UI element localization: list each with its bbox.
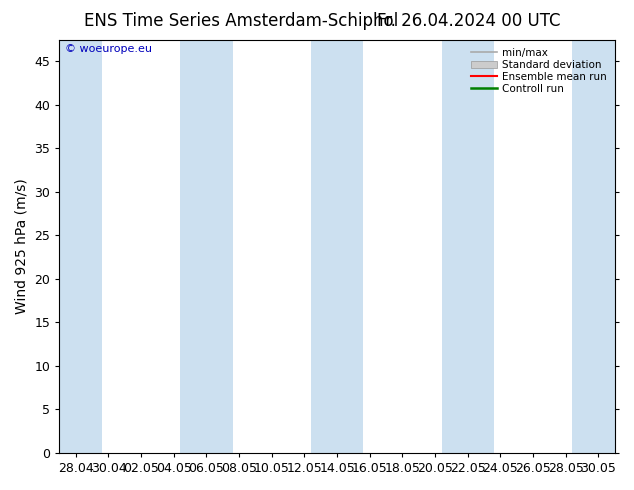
Bar [180, 40, 233, 453]
Bar [311, 40, 363, 453]
Bar [573, 40, 624, 453]
Bar [49, 40, 102, 453]
Text: Fr. 26.04.2024 00 UTC: Fr. 26.04.2024 00 UTC [377, 12, 561, 30]
Bar [442, 40, 494, 453]
Text: ENS Time Series Amsterdam-Schiphol: ENS Time Series Amsterdam-Schiphol [84, 12, 398, 30]
Text: © woeurope.eu: © woeurope.eu [65, 44, 152, 53]
Legend: min/max, Standard deviation, Ensemble mean run, Controll run: min/max, Standard deviation, Ensemble me… [467, 45, 610, 97]
Y-axis label: Wind 925 hPa (m/s): Wind 925 hPa (m/s) [15, 178, 29, 314]
